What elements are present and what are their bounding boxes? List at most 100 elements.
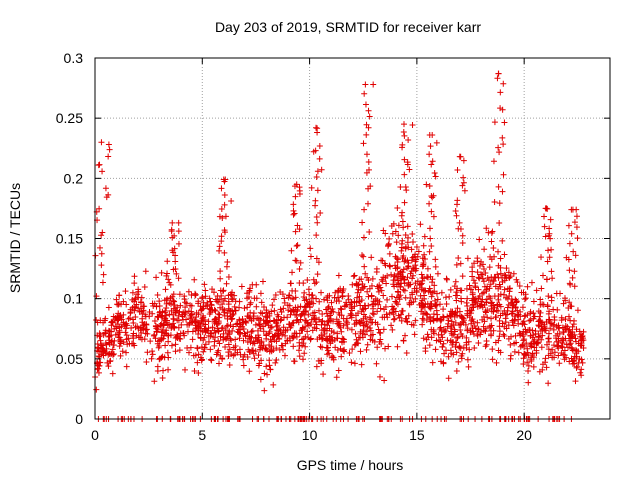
data-point bbox=[208, 357, 215, 364]
data-point bbox=[275, 327, 282, 334]
data-point bbox=[565, 344, 572, 351]
data-point bbox=[200, 336, 207, 343]
y-tick-label: 0.05 bbox=[56, 351, 83, 367]
data-point bbox=[318, 289, 325, 296]
data-point bbox=[195, 351, 202, 358]
data-point bbox=[445, 375, 452, 382]
data-point bbox=[529, 352, 536, 359]
data-point bbox=[474, 269, 481, 276]
data-point bbox=[545, 293, 552, 300]
data-point bbox=[432, 346, 439, 353]
data-point bbox=[102, 330, 109, 337]
data-point bbox=[368, 282, 375, 289]
data-point bbox=[159, 375, 166, 382]
data-point bbox=[549, 275, 556, 282]
data-point bbox=[96, 244, 103, 251]
data-point bbox=[301, 297, 308, 304]
data-point bbox=[573, 364, 580, 371]
data-point bbox=[195, 331, 202, 338]
data-point bbox=[534, 339, 541, 346]
data-point bbox=[165, 276, 172, 283]
data-point bbox=[328, 328, 335, 335]
data-point bbox=[292, 193, 299, 200]
data-point bbox=[189, 328, 196, 335]
data-point bbox=[456, 344, 463, 351]
data-point bbox=[300, 356, 307, 363]
data-point bbox=[566, 280, 573, 287]
data-point bbox=[340, 336, 347, 343]
data-point bbox=[219, 288, 226, 295]
data-point bbox=[381, 260, 388, 267]
data-point bbox=[154, 363, 161, 370]
data-point bbox=[250, 310, 257, 317]
data-point bbox=[236, 304, 243, 311]
data-point bbox=[156, 298, 163, 305]
data-point bbox=[313, 325, 320, 332]
data-point bbox=[566, 358, 573, 365]
data-point bbox=[216, 314, 223, 321]
data-point bbox=[266, 310, 273, 317]
chart-title: Day 203 of 2019, SRMTID for receiver kar… bbox=[215, 19, 481, 35]
data-point bbox=[428, 326, 435, 333]
data-point bbox=[529, 334, 536, 341]
data-point bbox=[118, 323, 125, 330]
data-point bbox=[488, 300, 495, 307]
data-point bbox=[325, 305, 332, 312]
data-point bbox=[524, 359, 531, 366]
data-point bbox=[241, 305, 248, 312]
data-point bbox=[366, 229, 373, 236]
data-point bbox=[522, 295, 529, 302]
data-point bbox=[408, 257, 415, 264]
data-point bbox=[149, 310, 156, 317]
data-point bbox=[483, 225, 490, 232]
data-point bbox=[544, 258, 551, 265]
data-point bbox=[460, 179, 467, 186]
data-point bbox=[455, 255, 462, 262]
data-point bbox=[445, 353, 452, 360]
data-point bbox=[543, 276, 550, 283]
data-point bbox=[259, 310, 266, 317]
x-tick-label: 20 bbox=[516, 427, 532, 443]
data-point bbox=[562, 335, 569, 342]
data-point bbox=[221, 307, 228, 314]
data-point bbox=[336, 298, 343, 305]
data-point bbox=[302, 343, 309, 350]
data-point bbox=[194, 345, 201, 352]
data-point bbox=[499, 134, 506, 141]
data-point bbox=[216, 213, 223, 220]
data-point bbox=[313, 124, 320, 131]
data-point bbox=[489, 346, 496, 353]
data-point bbox=[201, 325, 208, 332]
data-point bbox=[402, 231, 409, 238]
data-point bbox=[489, 356, 496, 363]
data-point bbox=[207, 346, 214, 353]
data-point bbox=[207, 333, 214, 340]
data-point bbox=[304, 328, 311, 335]
data-point bbox=[308, 184, 315, 191]
data-point bbox=[165, 366, 172, 373]
data-point bbox=[533, 347, 540, 354]
data-point bbox=[215, 328, 222, 335]
data-point bbox=[352, 312, 359, 319]
data-point bbox=[116, 313, 123, 320]
data-point bbox=[117, 340, 124, 347]
data-point bbox=[531, 344, 538, 351]
data-point bbox=[132, 295, 139, 302]
data-point bbox=[240, 356, 247, 363]
data-point bbox=[490, 244, 497, 251]
data-point bbox=[453, 289, 460, 296]
data-point bbox=[332, 289, 339, 296]
data-point bbox=[422, 345, 429, 352]
data-point bbox=[357, 320, 364, 327]
data-point bbox=[526, 317, 533, 324]
data-point bbox=[228, 337, 235, 344]
data-point bbox=[501, 271, 508, 278]
data-point bbox=[363, 346, 370, 353]
data-point bbox=[272, 359, 279, 366]
data-point bbox=[129, 289, 136, 296]
data-point bbox=[432, 297, 439, 304]
data-point bbox=[142, 268, 149, 275]
data-point bbox=[289, 269, 296, 276]
data-point bbox=[140, 326, 147, 333]
data-point bbox=[214, 321, 221, 328]
